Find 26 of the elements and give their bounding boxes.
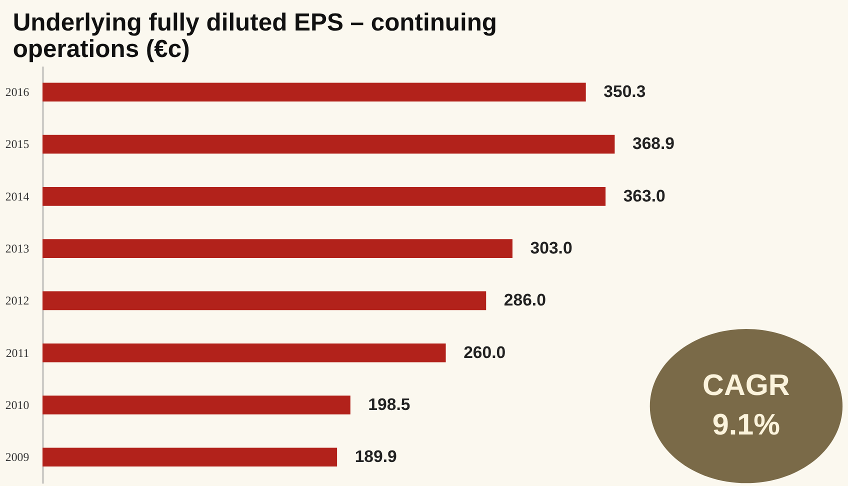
data-label: 363.0 (623, 186, 666, 206)
bar (42, 291, 486, 310)
bar (42, 134, 615, 154)
data-label: 303.0 (530, 238, 572, 258)
text: CAGR 9.1% (702, 369, 790, 442)
bar (42, 187, 606, 206)
data-label: 260.0 (464, 342, 506, 362)
data-label: 198.5 (368, 394, 410, 414)
bar (42, 343, 446, 362)
y-tick-label: 2011 (6, 346, 30, 360)
y-tick-label: 2016 (5, 85, 30, 100)
y-tick-label: 2014 (5, 189, 30, 204)
y-tick-label: 2015 (5, 137, 30, 152)
bar (42, 448, 338, 466)
y-tick-label: 2010 (5, 398, 30, 412)
data-label: 286.0 (504, 290, 546, 310)
data-label: 368.9 (632, 134, 675, 154)
y-tick-label: 2009 (5, 450, 30, 464)
bar (42, 239, 512, 258)
bar (42, 82, 586, 102)
y-tick-label: 2012 (5, 294, 30, 308)
bar (42, 396, 350, 414)
chart-title: Underlying fully diluted EPS – continuing operations (€c) (12, 10, 498, 64)
data-label: 350.3 (604, 82, 646, 102)
y-tick-label: 2013 (5, 242, 30, 256)
data-label: 189.9 (354, 447, 397, 466)
